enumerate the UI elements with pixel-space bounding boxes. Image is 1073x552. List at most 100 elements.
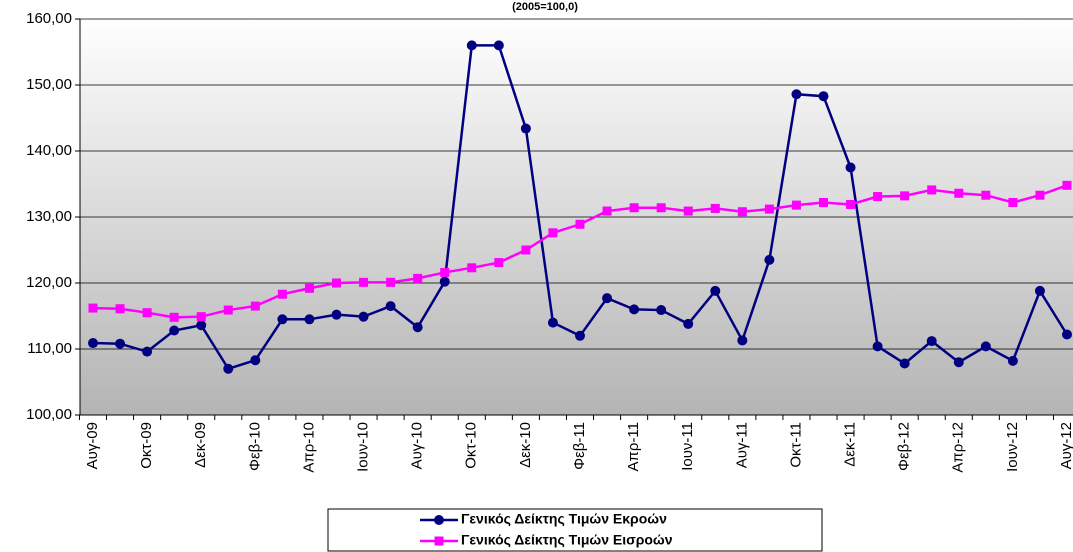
data-point: [547, 317, 558, 328]
y-tick-label: 140,00: [26, 142, 72, 159]
data-point: [629, 304, 640, 315]
x-tick-label: Αυγ-12: [1058, 422, 1073, 469]
y-tick-label: 150,00: [26, 76, 72, 93]
data-point: [818, 91, 829, 102]
data-point: [954, 188, 964, 198]
x-tick-label: Οκτ-10: [463, 422, 480, 469]
data-point: [331, 309, 342, 320]
data-point: [385, 301, 396, 312]
data-point: [953, 357, 964, 368]
data-point: [196, 320, 207, 331]
data-point: [926, 336, 937, 347]
data-point: [521, 245, 531, 255]
x-tick-label: Απρ-10: [300, 422, 317, 473]
data-point: [413, 273, 423, 283]
x-tick-label: Δεκ-10: [517, 422, 534, 468]
data-point: [304, 283, 314, 293]
data-point: [900, 191, 910, 201]
legend-marker: [434, 515, 444, 525]
data-point: [1007, 355, 1018, 366]
data-point: [872, 341, 883, 352]
data-point: [575, 219, 585, 229]
x-tick-label: Ιουν-10: [355, 422, 372, 472]
data-point: [467, 263, 477, 273]
legend-marker: [434, 536, 444, 546]
data-point: [88, 303, 98, 313]
data-point: [1062, 180, 1072, 190]
data-point: [1062, 329, 1072, 340]
x-tick-label: Απρ-11: [625, 422, 642, 471]
data-point: [520, 123, 531, 134]
data-point: [791, 89, 802, 100]
data-point: [115, 338, 126, 349]
data-point: [277, 289, 287, 299]
data-point: [737, 335, 748, 346]
data-point: [791, 200, 801, 210]
data-point: [494, 258, 504, 268]
x-tick-label: Αυγ-10: [409, 422, 426, 469]
data-point: [250, 301, 260, 311]
data-point: [88, 338, 98, 349]
x-tick-label: Φεβ-12: [896, 422, 913, 471]
data-point: [846, 199, 856, 209]
data-point: [1035, 190, 1045, 200]
legend: [327, 508, 823, 552]
data-point: [277, 314, 288, 325]
data-point: [169, 312, 179, 322]
data-point: [250, 355, 261, 366]
data-point: [304, 314, 315, 325]
data-point: [575, 330, 585, 341]
legend-label: Γενικός Δείκτης Τιμών Εισροών: [461, 532, 673, 548]
data-point: [737, 207, 747, 217]
data-point: [656, 305, 667, 316]
y-tick-label: 130,00: [26, 208, 72, 225]
data-point: [440, 267, 450, 277]
data-point: [873, 192, 883, 202]
y-tick-label: 160,00: [26, 10, 72, 27]
x-tick-label: Ιουν-11: [679, 422, 696, 471]
x-tick-label: Οκτ-09: [138, 422, 155, 469]
data-point: [1034, 285, 1045, 296]
data-point: [899, 358, 910, 369]
y-tick-label: 120,00: [26, 274, 72, 291]
data-point: [548, 228, 558, 238]
data-point: [196, 312, 206, 322]
data-point: [980, 341, 991, 352]
chart-title: (2005=100,0): [512, 1, 578, 13]
data-point: [602, 206, 612, 216]
x-tick-label: Αυγ-09: [84, 422, 101, 469]
data-point: [223, 363, 234, 374]
data-point: [927, 185, 937, 195]
data-point: [845, 162, 856, 173]
x-tick-label: Ιουν-12: [1004, 422, 1021, 472]
data-point: [764, 254, 775, 265]
data-point: [142, 346, 153, 357]
data-point: [710, 285, 721, 296]
data-point: [1008, 197, 1018, 207]
data-point: [683, 206, 693, 216]
data-point: [142, 308, 152, 318]
x-tick-label: Φεβ-10: [246, 422, 263, 471]
x-tick-label: Δεκ-11: [842, 422, 859, 467]
data-point: [602, 293, 613, 304]
data-point: [710, 203, 720, 213]
data-point: [819, 197, 828, 207]
data-point: [412, 322, 423, 333]
data-point: [656, 203, 666, 213]
data-point: [223, 305, 233, 315]
data-point: [115, 304, 125, 314]
x-tick-label: Απρ-12: [950, 422, 967, 473]
data-point: [629, 203, 639, 213]
y-tick-label: 110,00: [27, 340, 72, 357]
data-point: [386, 277, 396, 287]
x-tick-label: Δεκ-09: [192, 422, 209, 468]
y-tick-label: 100,00: [26, 406, 72, 423]
data-point: [683, 318, 694, 329]
data-point: [493, 40, 504, 51]
x-tick-label: Αυγ-11: [733, 422, 750, 468]
data-point: [981, 190, 991, 200]
data-point: [466, 40, 477, 51]
data-point: [169, 325, 180, 336]
x-tick-label: Οκτ-11: [787, 422, 804, 468]
